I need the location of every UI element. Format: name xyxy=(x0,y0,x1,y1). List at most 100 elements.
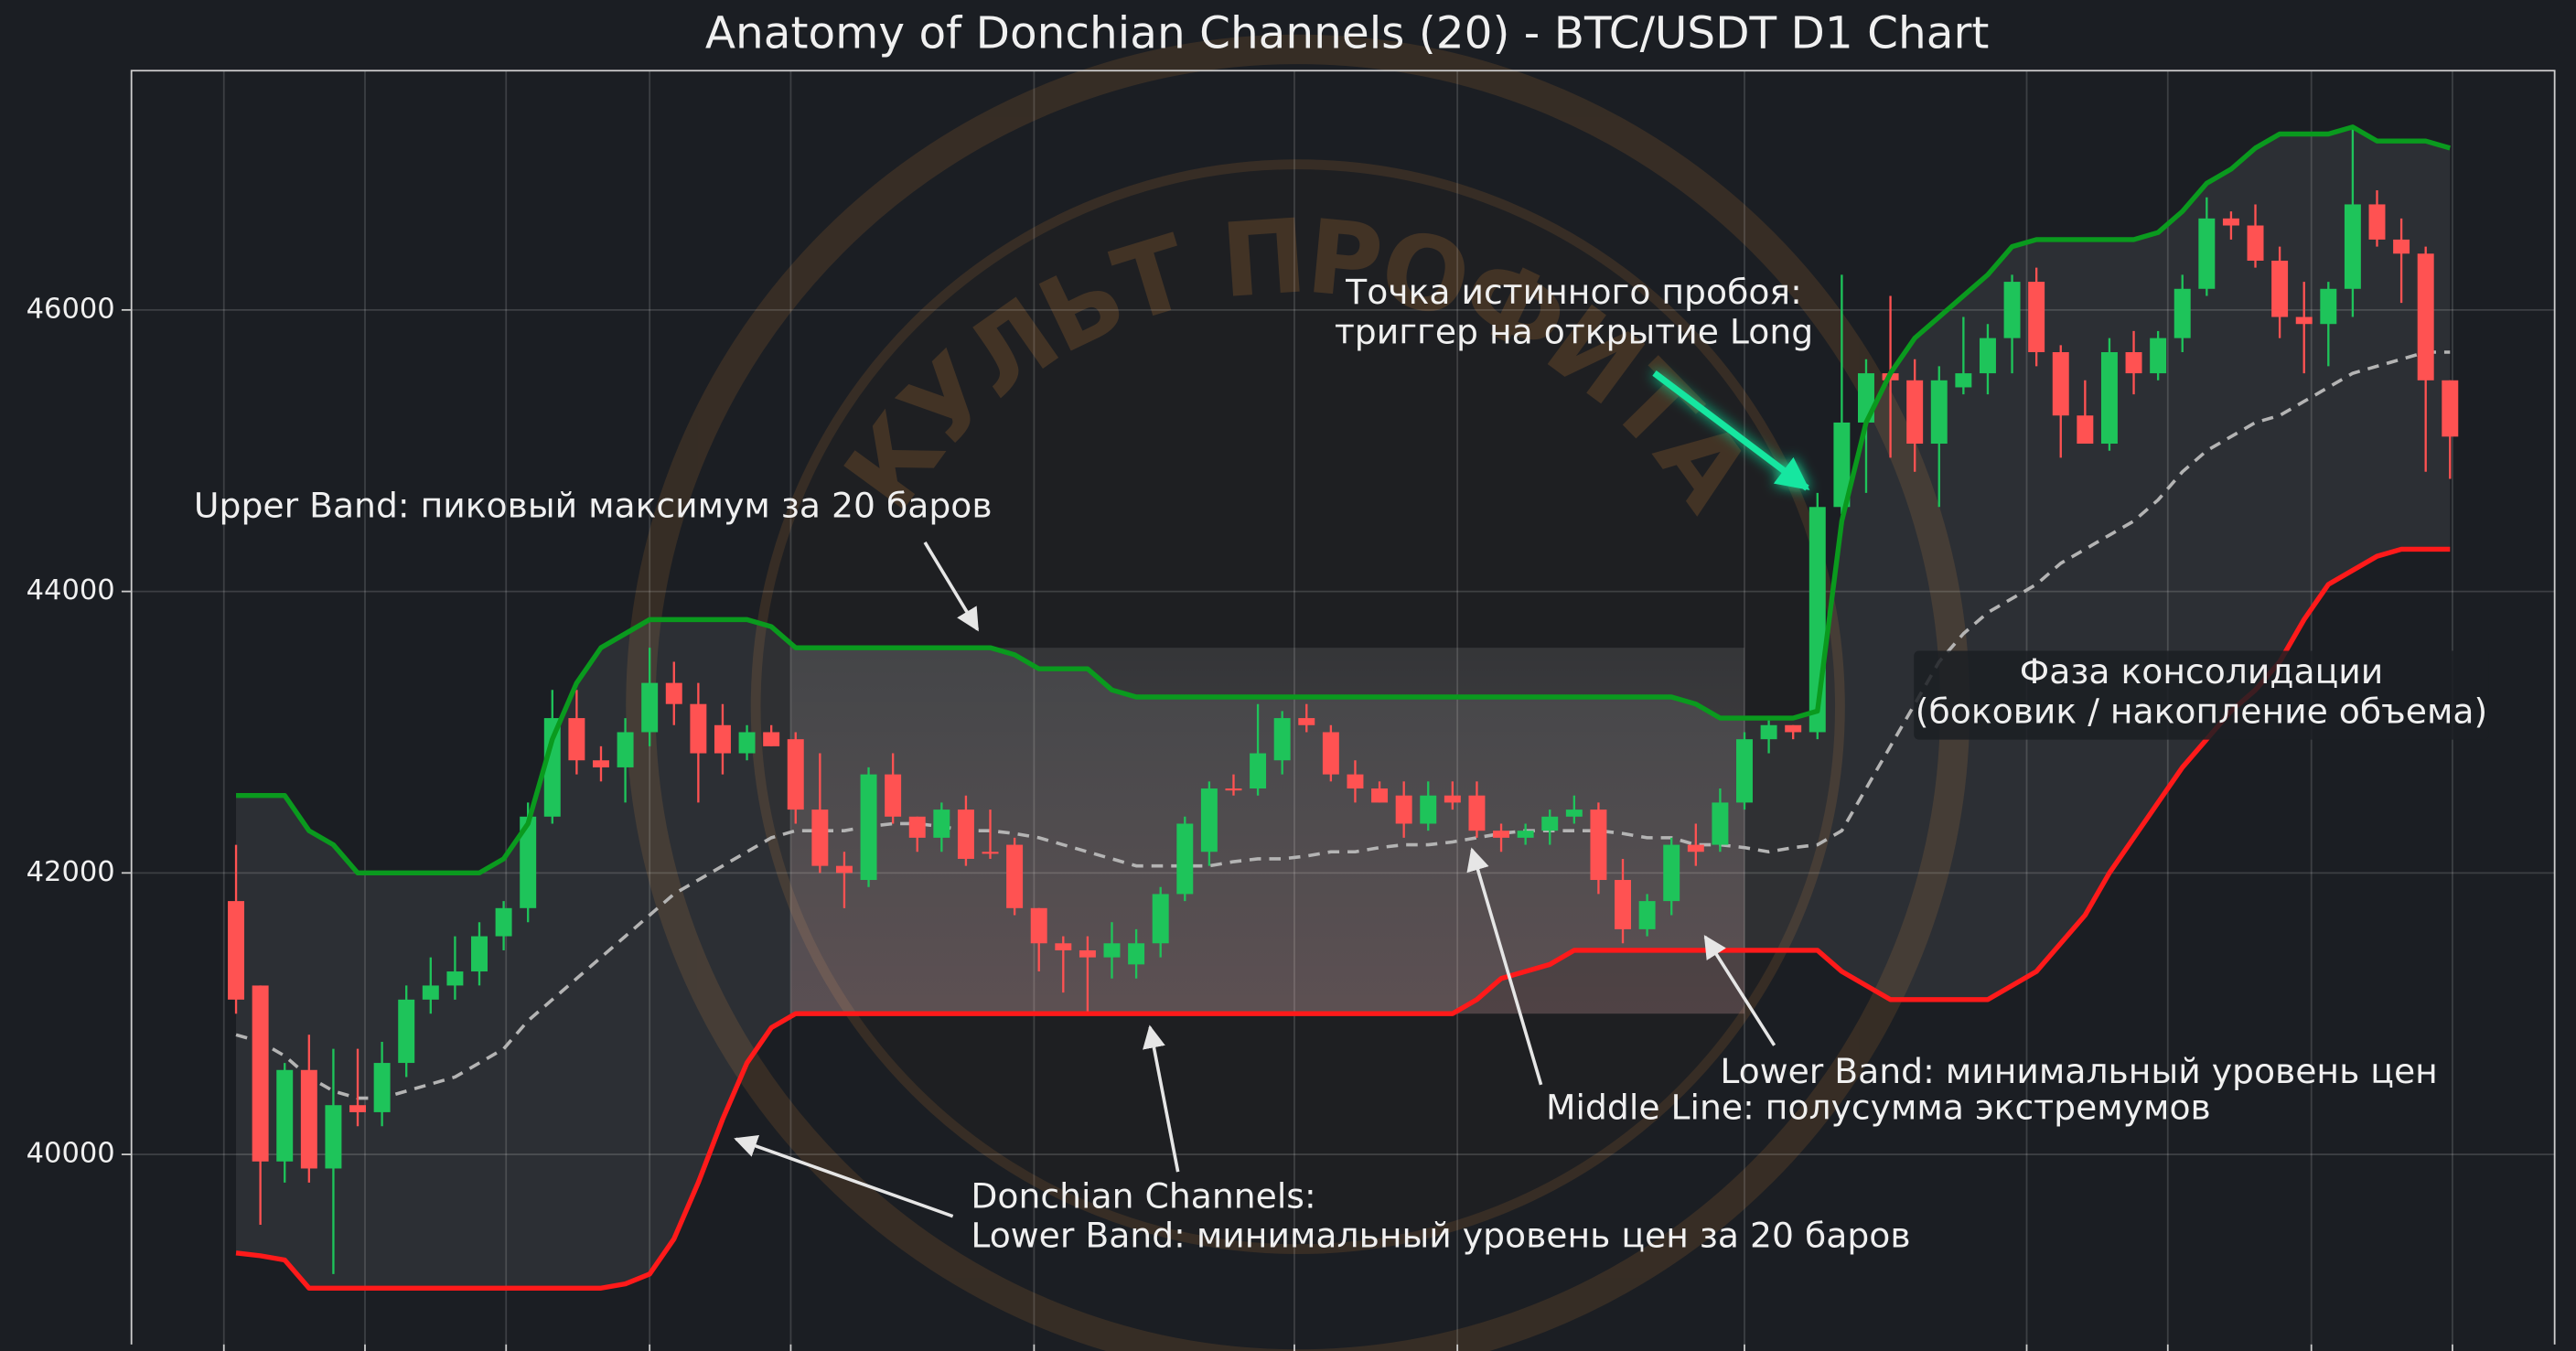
candle-body xyxy=(1420,795,1437,824)
plot-area: 40000 42000 44000 46000 Upper Band: пиковый … xyxy=(27,70,2556,1351)
candle-body xyxy=(1128,943,1145,965)
candle-body xyxy=(325,1105,342,1169)
candle-body xyxy=(2247,225,2264,261)
candle-body xyxy=(1590,810,1607,881)
candle-body xyxy=(714,724,731,754)
candle-body xyxy=(641,682,659,733)
candle-body xyxy=(2198,218,2216,289)
candle-body xyxy=(690,703,707,754)
candle-body xyxy=(811,810,829,866)
candle-body xyxy=(2077,415,2094,445)
candle-body xyxy=(617,732,634,767)
candle-body xyxy=(446,971,464,986)
candle-body xyxy=(495,907,512,937)
candle-body xyxy=(593,760,609,767)
candle-body xyxy=(1225,788,1242,791)
candle-body xyxy=(763,732,780,746)
candle-body xyxy=(349,1105,366,1112)
annotation-text: Фаза консолидации xyxy=(2020,651,2384,692)
candle-body xyxy=(1517,831,1534,838)
candle-body xyxy=(860,774,877,881)
candle-body xyxy=(568,718,585,761)
candle-body xyxy=(1444,795,1461,803)
annotation-text: (боковик / накопление объема) xyxy=(1916,691,2487,731)
candle-body xyxy=(2222,218,2239,226)
candle-body xyxy=(1663,844,1680,902)
candle-body xyxy=(1955,373,1972,388)
y-tick-label: 46000 xyxy=(27,293,115,325)
candle-body xyxy=(1712,802,1729,845)
candle-body xyxy=(300,1069,317,1169)
candle-body xyxy=(885,774,902,817)
candle-body xyxy=(835,865,853,874)
candle-body xyxy=(1152,894,1169,944)
candle-body xyxy=(738,732,756,754)
annotation-text: триггер на открытие Long xyxy=(1335,311,1813,351)
annotation-text: Lower Band: минимальный уровень цен xyxy=(1720,1051,2438,1091)
candle-body xyxy=(1833,422,1851,508)
candle-body xyxy=(1541,816,1559,831)
chart-title: Anatomy of Donchian Channels (20) - BTC/… xyxy=(705,8,1990,59)
candle-body xyxy=(957,810,974,859)
candle-body xyxy=(1103,943,1121,958)
candle-body xyxy=(2028,282,2045,353)
annotation-text: Точка истинного пробоя: xyxy=(1345,272,1802,312)
candle-body xyxy=(2003,282,2021,338)
candle-body xyxy=(1979,338,1996,374)
candle-body xyxy=(2344,204,2361,289)
candle-body xyxy=(1468,795,1486,831)
candle-body xyxy=(2052,352,2069,416)
candle-body xyxy=(2442,380,2459,437)
annotation-box xyxy=(1914,650,2489,740)
annotation-arrow xyxy=(1652,370,1810,491)
candle-body xyxy=(1687,844,1704,852)
candle-body xyxy=(2174,288,2191,338)
candle-body xyxy=(2320,288,2337,325)
candle-body xyxy=(543,718,561,817)
candle-body xyxy=(2100,352,2118,445)
y-tick-label: 42000 xyxy=(27,856,115,888)
candle-body xyxy=(1395,795,1412,824)
candle-body xyxy=(2295,316,2313,325)
candle-body xyxy=(1250,753,1267,789)
annotation-arrow xyxy=(1143,1024,1180,1173)
candle-body xyxy=(1298,718,1315,725)
candle-body xyxy=(1030,907,1047,944)
candle-body xyxy=(1565,810,1583,817)
annotation-arrow xyxy=(1466,847,1543,1086)
candle-body xyxy=(1930,380,1948,445)
annotation-text: Upper Band: пиковый максимум за 20 баров xyxy=(194,486,993,526)
candle-body xyxy=(1785,724,1802,733)
y-tick-label: 44000 xyxy=(27,574,115,606)
annotation-arrow xyxy=(1703,935,1776,1046)
annotation-text: Lower Band: минимальный уровень цен за 2… xyxy=(971,1216,1910,1256)
candle-body xyxy=(2368,204,2386,240)
candle-body xyxy=(1638,901,1656,929)
y-tick-label: 40000 xyxy=(27,1138,115,1170)
candle-body xyxy=(665,682,682,704)
candle-body xyxy=(1371,788,1389,803)
candle-body xyxy=(2150,338,2167,374)
candle-body xyxy=(1736,739,1753,803)
candle-body xyxy=(1273,718,1291,761)
annotation-text: Middle Line: полусумма экстремумов xyxy=(1546,1087,2211,1127)
candle-body xyxy=(1055,943,1072,950)
candle-body xyxy=(2393,239,2410,254)
candle-body xyxy=(1493,831,1510,838)
candle-body xyxy=(908,816,926,838)
upper-band xyxy=(236,124,2452,876)
candle-body xyxy=(1079,949,1096,958)
candle-body xyxy=(982,852,999,854)
candle-body xyxy=(1006,844,1024,908)
candle-body xyxy=(1347,774,1364,789)
candle-body xyxy=(1322,732,1339,775)
candle-body xyxy=(276,1069,294,1162)
candle-body xyxy=(2271,260,2289,317)
candle-body xyxy=(1760,724,1777,740)
candle-body xyxy=(1906,380,1924,445)
lower-band xyxy=(235,546,2451,1291)
candle-body xyxy=(422,985,439,1000)
candle-body xyxy=(252,985,269,1162)
